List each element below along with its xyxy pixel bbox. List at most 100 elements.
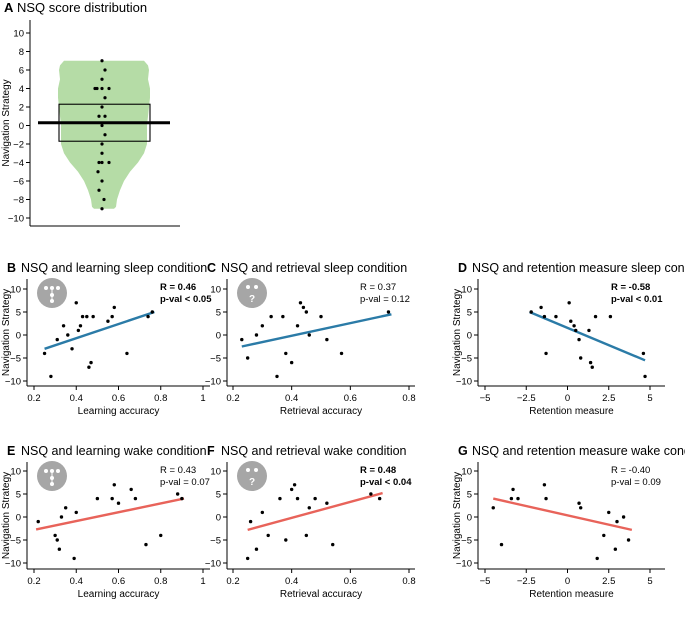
question-strategy-icon: ? (237, 278, 267, 308)
data-point (146, 314, 150, 319)
icon-circle (237, 461, 267, 491)
y-tick-label: −6 (13, 177, 24, 188)
data-point (107, 86, 111, 91)
panel-letter: E (7, 444, 15, 458)
data-point (613, 547, 618, 551)
x-tick-label: 0.4 (70, 576, 83, 587)
data-point (295, 324, 300, 328)
stat-p: p-val = 0.12 (360, 294, 410, 305)
data-point (78, 324, 83, 328)
data-point (577, 337, 581, 342)
data-point (339, 351, 344, 356)
x-tick-label: 0.8 (402, 576, 415, 587)
data-point (608, 314, 613, 319)
data-point (567, 301, 571, 305)
y-tick-label: 0 (216, 331, 221, 342)
data-point (95, 86, 99, 91)
data-point (542, 483, 547, 487)
panel-letter: B (7, 261, 16, 275)
x-axis-label: Retrieval accuracy (280, 589, 362, 600)
y-tick-label: 4 (19, 84, 24, 95)
data-point (499, 542, 504, 547)
x-tick-label: 0.6 (112, 576, 125, 587)
data-point (100, 179, 104, 183)
x-tick-label: 1 (200, 393, 205, 404)
y-tick-label: 0 (16, 513, 21, 524)
data-point (91, 314, 95, 319)
data-point (269, 314, 273, 319)
data-point (57, 547, 62, 551)
data-point (112, 483, 116, 487)
data-point (295, 496, 300, 501)
x-tick-label: 2.5 (602, 393, 615, 404)
data-point (266, 533, 270, 538)
y-tick-label: 5 (16, 490, 21, 501)
icon-circle (237, 278, 267, 308)
data-point (107, 160, 111, 165)
stat-r: R = 0.37 (360, 282, 396, 293)
y-tick-label: −5 (461, 536, 472, 547)
data-point (595, 556, 599, 561)
x-tick-label: 5 (647, 393, 652, 404)
data-point (569, 319, 573, 323)
data-point (590, 365, 594, 369)
panel-letter: G (458, 444, 468, 458)
stat-p: p-val < 0.04 (360, 477, 412, 488)
data-point (80, 314, 85, 319)
panel-C: C NSQ and retrieval sleep condition −10 −5 0… (205, 261, 416, 417)
x-tick-label: 2.5 (602, 576, 615, 587)
data-point (116, 501, 121, 505)
y-tick-label: −5 (210, 536, 221, 547)
y-tick-label: −10 (205, 377, 221, 388)
stat-p: p-val < 0.05 (160, 294, 212, 305)
y-tick-label: 5 (216, 490, 221, 501)
data-point (42, 351, 47, 356)
data-point (100, 151, 104, 155)
data-point (74, 510, 78, 515)
data-point (509, 496, 514, 501)
icon-question-mark: ? (249, 294, 255, 305)
data-point (278, 496, 282, 501)
y-tick-label: 10 (461, 285, 472, 296)
data-point (85, 314, 89, 319)
y-tick-label: −10 (456, 559, 472, 570)
data-point (588, 360, 593, 365)
data-point (307, 506, 311, 510)
data-point (125, 351, 129, 356)
y-axis-label: Navigation Strategy (452, 472, 463, 559)
x-tick-label: 0.2 (27, 576, 40, 587)
y-axis-label: Navigation Strategy (1, 472, 12, 559)
stat-r: R = 0.43 (160, 465, 196, 476)
data-point (180, 496, 184, 501)
y-tick-label: −5 (10, 536, 21, 547)
data-point (254, 547, 259, 551)
y-tick-label: 10 (10, 467, 21, 478)
data-point (72, 556, 76, 561)
data-point (70, 347, 74, 351)
y-tick-label: 0 (467, 331, 472, 342)
x-tick-label: 0.2 (27, 393, 40, 404)
data-point (516, 496, 520, 501)
panel-A: A NSQ score distribution −10 −8 −6 −4 −2 0 2 4 6 8 1… (1, 0, 180, 227)
y-tick-label: −10 (8, 214, 24, 225)
y-tick-label: 10 (210, 467, 221, 478)
stat-p: p-val < 0.01 (611, 294, 663, 305)
y-tick-label: −10 (5, 559, 21, 570)
data-point (386, 310, 391, 314)
y-tick-label: −5 (210, 354, 221, 365)
x-axis-label: Retention measure (529, 589, 614, 600)
data-point (284, 538, 288, 542)
data-point (602, 533, 606, 538)
icon-dot (246, 468, 250, 472)
data-point (325, 337, 329, 342)
data-point (304, 533, 309, 538)
data-point (53, 533, 57, 538)
stat-r: R = 0.46 (160, 282, 196, 293)
x-tick-label: −5 (480, 576, 491, 587)
data-point (289, 360, 294, 365)
x-tick-label: 0.4 (70, 393, 83, 404)
regression-line (247, 491, 383, 532)
data-point (593, 314, 598, 319)
data-point (615, 519, 619, 524)
x-tick-label: 0.6 (344, 393, 357, 404)
